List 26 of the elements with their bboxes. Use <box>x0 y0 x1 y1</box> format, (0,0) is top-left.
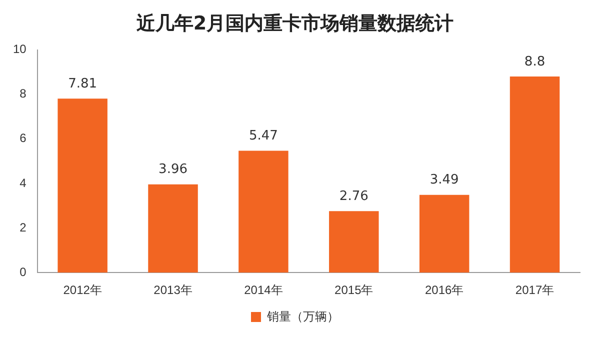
x-tick-label: 2014年 <box>244 283 283 298</box>
data-label: 3.96 <box>158 162 188 178</box>
bar <box>419 194 470 273</box>
y-tick-label: 10 <box>12 42 27 56</box>
y-tick-label: 4 <box>20 176 27 190</box>
data-label: 7.81 <box>68 76 98 92</box>
x-tick-label: 2016年 <box>424 283 464 298</box>
x-tick-label: 2013年 <box>154 283 192 298</box>
data-label: 3.49 <box>430 172 459 188</box>
data-label: 5.47 <box>248 128 278 144</box>
data-label: 8.8 <box>524 54 546 70</box>
x-tick-label: 2015年 <box>334 283 374 298</box>
bar <box>148 184 198 273</box>
bar <box>238 150 288 273</box>
bar <box>58 98 108 273</box>
y-tick-label: 6 <box>20 131 27 146</box>
y-tick-label: 2 <box>20 220 27 234</box>
y-tick-label: 8 <box>20 86 27 101</box>
bar <box>329 211 379 273</box>
y-tick-label: 0 <box>20 264 27 279</box>
legend-label: 销量（万辆） <box>266 309 339 324</box>
x-tick-label: 2017年 <box>515 283 554 298</box>
bar <box>510 76 560 273</box>
x-tick-label: 2012年 <box>63 283 102 298</box>
chart-title: 近几年2月国内重卡市场销量数据统计 <box>135 12 454 34</box>
data-label: 2.76 <box>339 188 368 204</box>
